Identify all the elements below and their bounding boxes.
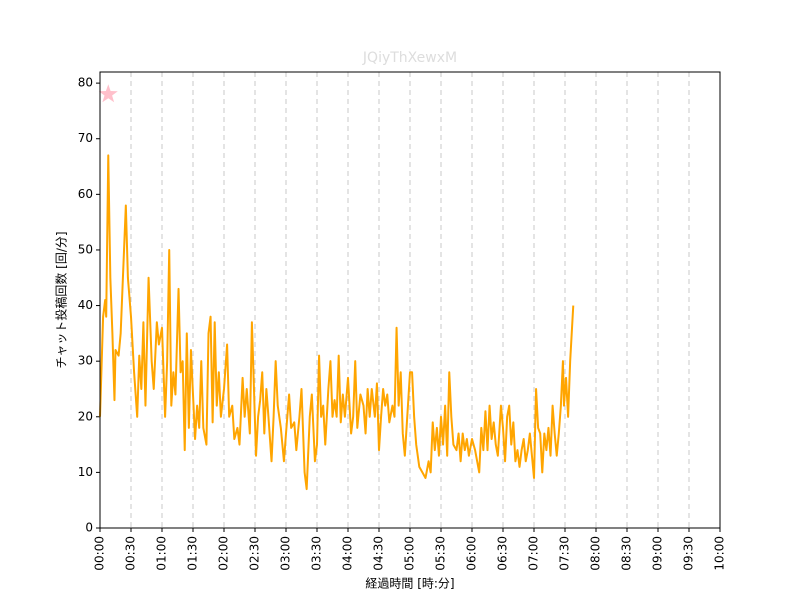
x-tick-label: 08:30 <box>620 536 634 571</box>
y-tick-label: 60 <box>78 187 93 201</box>
x-tick-label: 05:30 <box>434 536 448 571</box>
x-tick-label: 03:30 <box>310 536 324 571</box>
plot-frame <box>99 71 721 529</box>
y-tick-label: 20 <box>78 409 93 423</box>
y-tick-label: 30 <box>78 354 93 368</box>
y-tick-label: 0 <box>85 521 93 535</box>
x-tick-label: 01:00 <box>155 536 169 571</box>
x-tick-label: 09:00 <box>651 536 665 571</box>
y-tick-label: 70 <box>78 131 93 145</box>
x-tick-label: 00:30 <box>124 536 138 571</box>
x-tick-label: 09:30 <box>682 536 696 571</box>
y-tick-label: 80 <box>78 76 93 90</box>
x-tick-label: 08:00 <box>589 536 603 571</box>
x-tick-label: 01:30 <box>186 536 200 571</box>
x-tick-label: 02:30 <box>248 536 262 571</box>
x-axis-label: 経過時間 [時:分] <box>365 577 454 591</box>
x-tick-label: 10:00 <box>713 536 727 571</box>
x-tick-label: 07:00 <box>527 536 541 571</box>
x-tick-label: 05:00 <box>403 536 417 571</box>
data-line <box>99 154 575 491</box>
star-marker <box>98 84 118 103</box>
chart-title: JQiyThXewxM <box>362 50 457 66</box>
x-tick-label: 00:00 <box>93 536 107 571</box>
x-tick-label: 03:00 <box>279 536 293 571</box>
x-tick-label: 06:30 <box>496 536 510 571</box>
x-tick-label: 02:00 <box>217 536 231 571</box>
x-tick-label: 07:30 <box>558 536 572 571</box>
y-tick-label: 40 <box>78 298 93 312</box>
x-tick-label: 04:30 <box>372 536 386 571</box>
x-tick-label: 04:00 <box>341 536 355 571</box>
y-tick-label: 50 <box>78 242 93 256</box>
y-axis-label: チャット投稿回数 [回/分] <box>54 231 69 368</box>
x-tick-label: 06:00 <box>465 536 479 571</box>
y-tick-label: 10 <box>78 465 93 479</box>
